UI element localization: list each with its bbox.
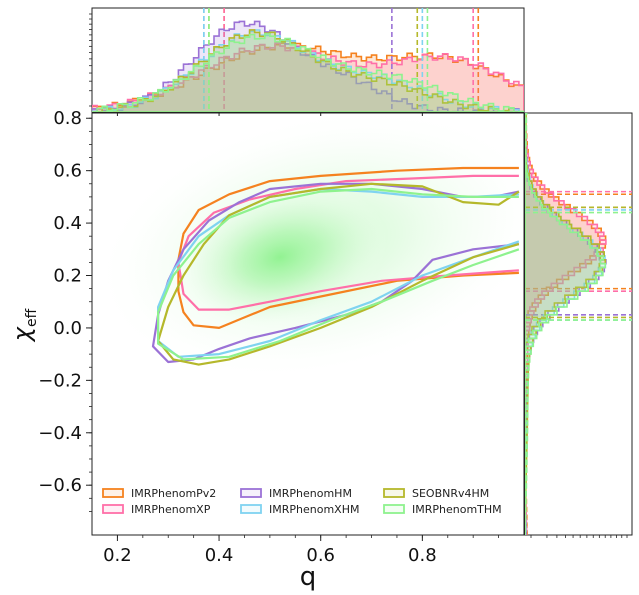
legend: IMRPhenomPv2 IMRPhenomXP IMRPhenomHM IMRPhe… — [102, 487, 502, 516]
contour-imrphenompv2 — [177, 166, 519, 329]
x-tick-label: 0.2 — [103, 545, 132, 566]
chi-histogram-imrphenomthm — [525, 113, 606, 535]
legend-label-imrphenomthm: IMRPhenomTHM — [412, 503, 502, 516]
y-axis-label: χeff — [8, 308, 40, 343]
x-tick-label: 0.8 — [408, 545, 437, 566]
legend-swatch-imrphenomxp — [102, 504, 124, 514]
q-histogram-imrphenomthm — [92, 33, 524, 112]
density-layer — [94, 113, 524, 380]
legend-swatch-imrphenomhm — [240, 488, 262, 498]
contour-imrphenomthm — [157, 187, 520, 361]
x-axis-label: q — [300, 562, 317, 592]
y-tick-label: −0.2 — [38, 370, 82, 391]
y-tick-label: 0.6 — [53, 161, 82, 182]
x-tick-label: 0.4 — [205, 545, 234, 566]
y-tick-label: 0.8 — [53, 108, 82, 129]
y-tick-label: 0.0 — [53, 318, 82, 339]
legend-label-imrphenompv2: IMRPhenomPv2 — [131, 487, 216, 500]
y-tick-label: −0.6 — [38, 475, 82, 496]
legend-swatch-imrphenompv2 — [102, 488, 124, 498]
legend-swatch-seobnrv4hm — [383, 488, 405, 498]
y-tick-label: −0.4 — [38, 423, 82, 444]
legend-label-imrphenomhm: IMRPhenomHM — [269, 487, 352, 500]
x-tick-label: 0.6 — [306, 545, 335, 566]
legend-label-imrphenomxp: IMRPhenomXP — [131, 503, 211, 516]
q-histogram-seobnrv4hm — [92, 29, 524, 112]
contour-seobnrv4hm — [157, 182, 520, 366]
axes-layer: 0.2 0.4 0.6 0.8 −0.6 −0.4 −0.2 0.0 0.2 0.4 0.6 0.8 — [38, 13, 628, 566]
y-tick-label: 0.4 — [53, 213, 82, 234]
legend-swatch-imrphenomthm — [383, 504, 405, 514]
right-histogram-layer — [525, 113, 632, 535]
svg-text:χeff: χeff — [8, 308, 40, 343]
contour-imrphenomxhm — [157, 187, 520, 358]
y-axis-label-sub: eff — [24, 308, 40, 327]
contour-layer — [151, 166, 520, 366]
y-axis-label-main: χ — [8, 326, 36, 343]
y-tick-label: 0.2 — [53, 266, 82, 287]
legend-label-imrphenomxhm: IMRPhenomXHM — [269, 503, 359, 516]
main-plot-frame — [91, 112, 525, 536]
legend-swatch-imrphenomxhm — [240, 504, 262, 514]
top-histogram-layer — [92, 8, 524, 112]
legend-label-seobnrv4hm: SEOBNRv4HM — [412, 487, 489, 500]
